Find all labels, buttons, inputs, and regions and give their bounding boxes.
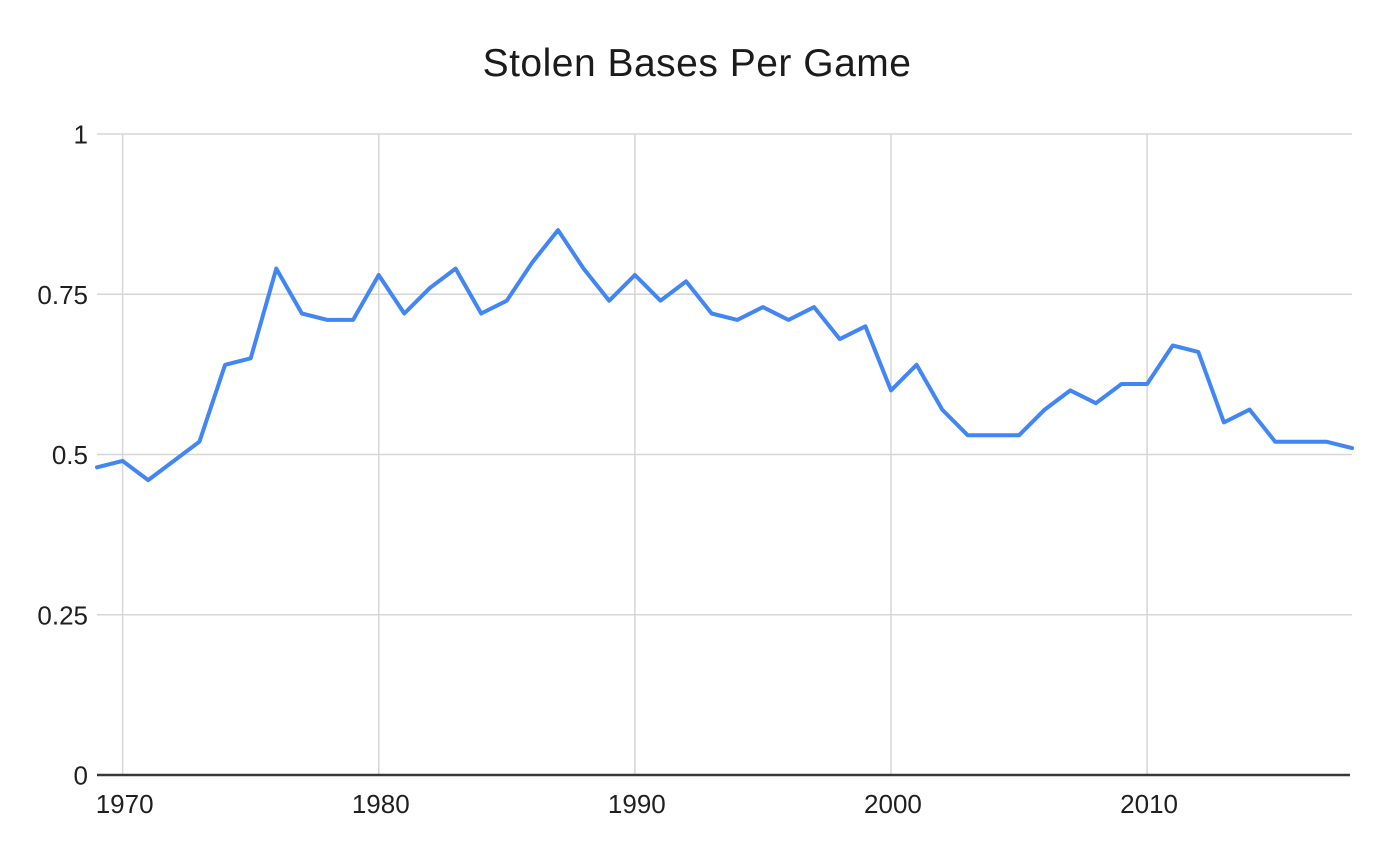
x-tick-label: 1970	[96, 789, 154, 819]
data-line	[95, 228, 1354, 483]
y-tick-label: 0.5	[52, 440, 88, 470]
x-tick-label: 2010	[1120, 789, 1178, 819]
x-tick-label: 1990	[608, 789, 666, 819]
y-tick-label: 0	[74, 761, 88, 791]
y-tick-label: 1	[74, 120, 88, 150]
x-tick-label: 2000	[864, 789, 922, 819]
chart-title: Stolen Bases Per Game	[482, 42, 912, 85]
y-tick-label: 0.75	[37, 280, 88, 310]
y-tick-label: 0.25	[37, 600, 88, 630]
x-tick-label: 1980	[352, 789, 410, 819]
